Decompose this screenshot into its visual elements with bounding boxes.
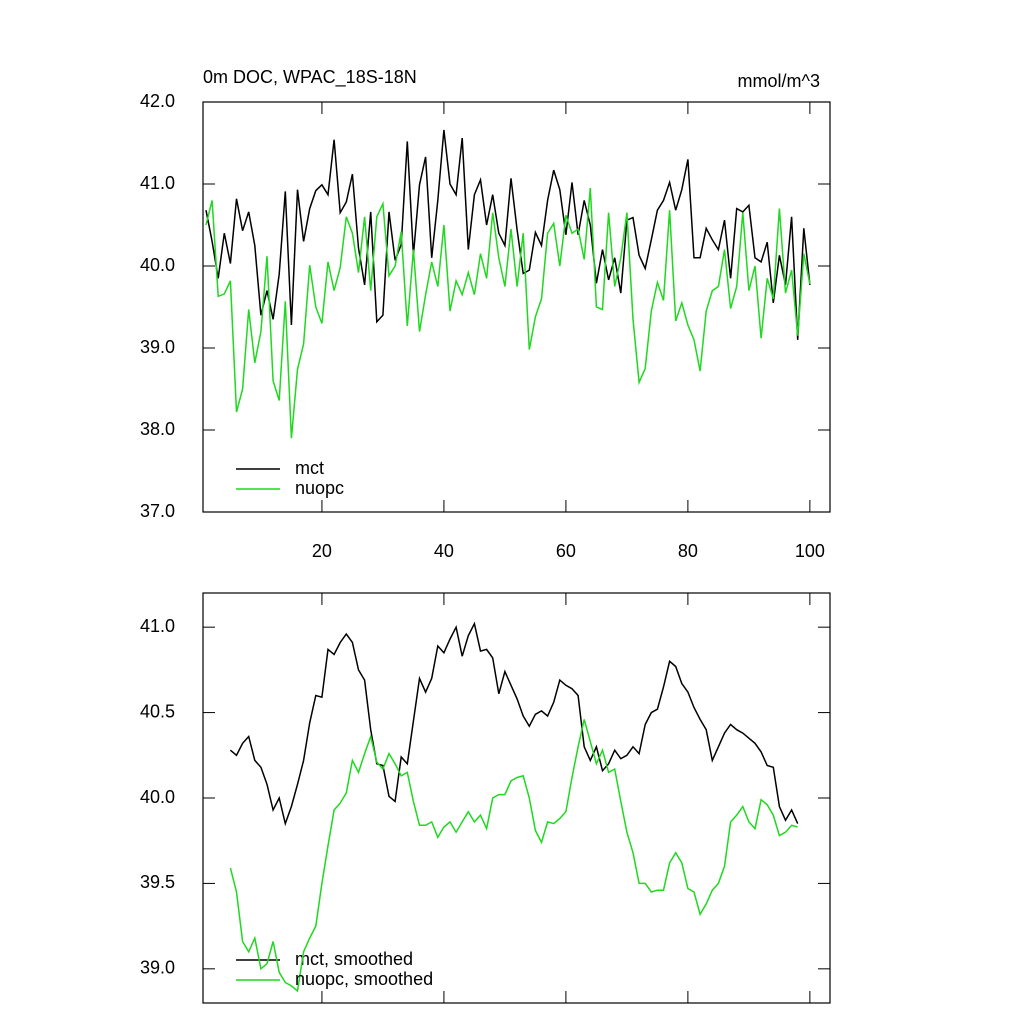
legend-label: mct, smoothed <box>295 949 413 969</box>
y-tick-label: 41.0 <box>140 173 175 193</box>
y-tick-label: 40.5 <box>140 701 175 721</box>
x-tick-label: 100 <box>795 541 825 561</box>
y-tick-label: 39.5 <box>140 872 175 892</box>
legend-label: mct <box>295 458 324 478</box>
y-tick-label: 40.0 <box>140 255 175 275</box>
legend-label: nuopc, smoothed <box>295 969 433 989</box>
x-tick-label: 20 <box>312 541 332 561</box>
x-tick-label: 60 <box>556 541 576 561</box>
chart-title: 0m DOC, WPAC_18S-18N <box>203 67 417 88</box>
y-tick-label: 40.0 <box>140 787 175 807</box>
y-tick-label: 39.0 <box>140 958 175 978</box>
plot-frame <box>202 592 831 1004</box>
units-label: mmol/m^3 <box>738 71 820 91</box>
legend-label: nuopc <box>295 478 344 498</box>
data-line <box>205 188 811 439</box>
x-tick-label: 40 <box>434 541 454 561</box>
y-tick-label: 39.0 <box>140 337 175 357</box>
data-line <box>229 719 798 993</box>
plot-frame <box>202 101 831 513</box>
y-tick-label: 38.0 <box>140 419 175 439</box>
y-tick-label: 41.0 <box>140 616 175 636</box>
data-line <box>205 129 811 340</box>
x-tick-label: 80 <box>678 541 698 561</box>
y-tick-label: 37.0 <box>140 501 175 521</box>
data-line <box>229 621 799 827</box>
y-tick-label: 42.0 <box>140 91 175 111</box>
